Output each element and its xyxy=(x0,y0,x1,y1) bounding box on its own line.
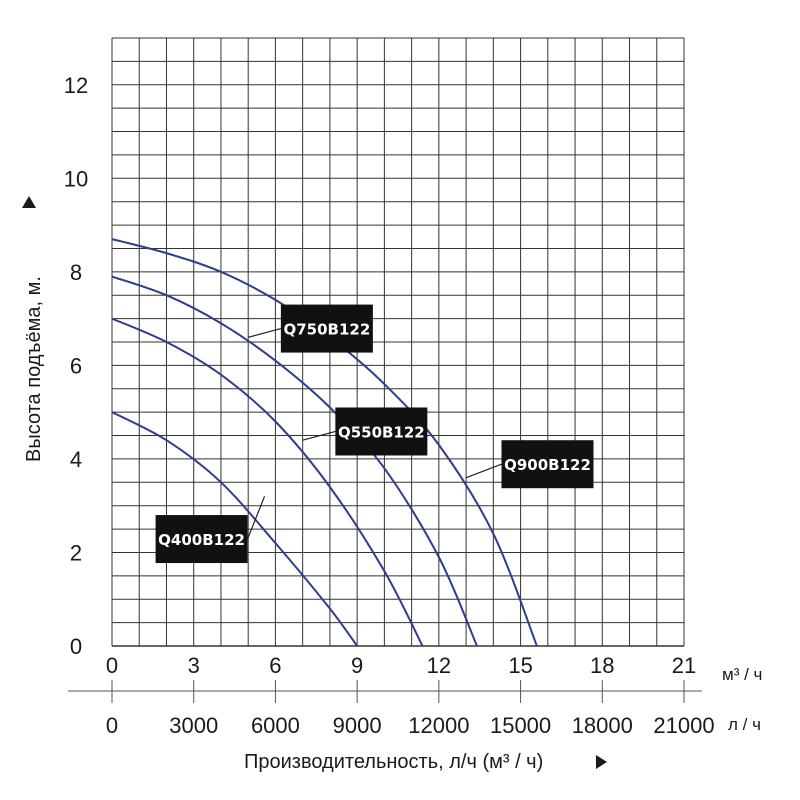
label-leader-line xyxy=(247,496,266,540)
y-tick-label: 10 xyxy=(64,166,88,191)
x-tick-label-lh: 21000 xyxy=(653,713,714,738)
series-labels: Q400B122 Q550B122 Q750B122 Q900B122 xyxy=(155,304,594,564)
x-tick-label-m3h: 12 xyxy=(427,653,451,678)
series-label-q400b122: Q400B122 xyxy=(158,531,245,549)
y-tick-label: 0 xyxy=(70,634,82,659)
x-tick-label-m3h: 6 xyxy=(269,653,281,678)
x-tick-label-lh: 18000 xyxy=(572,713,633,738)
label-leader-line xyxy=(465,463,502,479)
label-box-q750b122 xyxy=(280,304,373,353)
y-tick-label: 12 xyxy=(64,73,88,98)
x-tick-label-lh: 3000 xyxy=(169,713,218,738)
y-axis-arrow-icon xyxy=(22,196,36,208)
x-tick-label-m3h: 0 xyxy=(106,653,118,678)
label-box-q550b122 xyxy=(335,407,428,456)
x-tick-label-m3h: 3 xyxy=(188,653,200,678)
x-unit-m3h: м³ / ч xyxy=(722,665,762,684)
label-leader-line xyxy=(302,430,336,441)
y-tick-label: 6 xyxy=(70,353,82,378)
series-line-q750b122 xyxy=(111,275,478,647)
label-box-q400b122 xyxy=(155,515,248,564)
y-tick-label: 2 xyxy=(70,540,82,565)
series-label-q900b122: Q900B122 xyxy=(504,456,591,474)
x-tick-label-lh: 15000 xyxy=(490,713,551,738)
x-tick-label-m3h: 21 xyxy=(672,653,696,678)
x-axis-title: Производительность, л/ч (м³ / ч) xyxy=(244,751,543,773)
y-tick-label: 4 xyxy=(70,447,82,472)
series-label-q550b122: Q550B122 xyxy=(338,423,425,441)
x-unit-lh: л / ч xyxy=(728,715,761,734)
y-tick-label: 8 xyxy=(70,260,82,285)
curves xyxy=(111,238,538,647)
x-tick-label-m3h: 18 xyxy=(590,653,614,678)
label-leader-line xyxy=(248,328,282,338)
x-tick-label-m3h: 15 xyxy=(508,653,532,678)
series-line-q550b122 xyxy=(111,317,424,647)
series-label-q750b122: Q750B122 xyxy=(283,321,370,339)
axes: 0033000660009900012120001515000181800021… xyxy=(64,73,715,738)
y-axis-title: Высота подъёма, м. xyxy=(23,276,45,462)
series-line-q400b122 xyxy=(111,411,358,647)
x-axis-arrow-icon xyxy=(596,755,607,769)
x-tick-label-lh: 9000 xyxy=(333,713,382,738)
x-tick-label-lh: 12000 xyxy=(408,713,469,738)
x-tick-label-lh: 6000 xyxy=(251,713,300,738)
x-tick-label-lh: 0 xyxy=(106,713,118,738)
x-tick-label-m3h: 9 xyxy=(351,653,363,678)
label-box-q900b122 xyxy=(501,440,594,489)
